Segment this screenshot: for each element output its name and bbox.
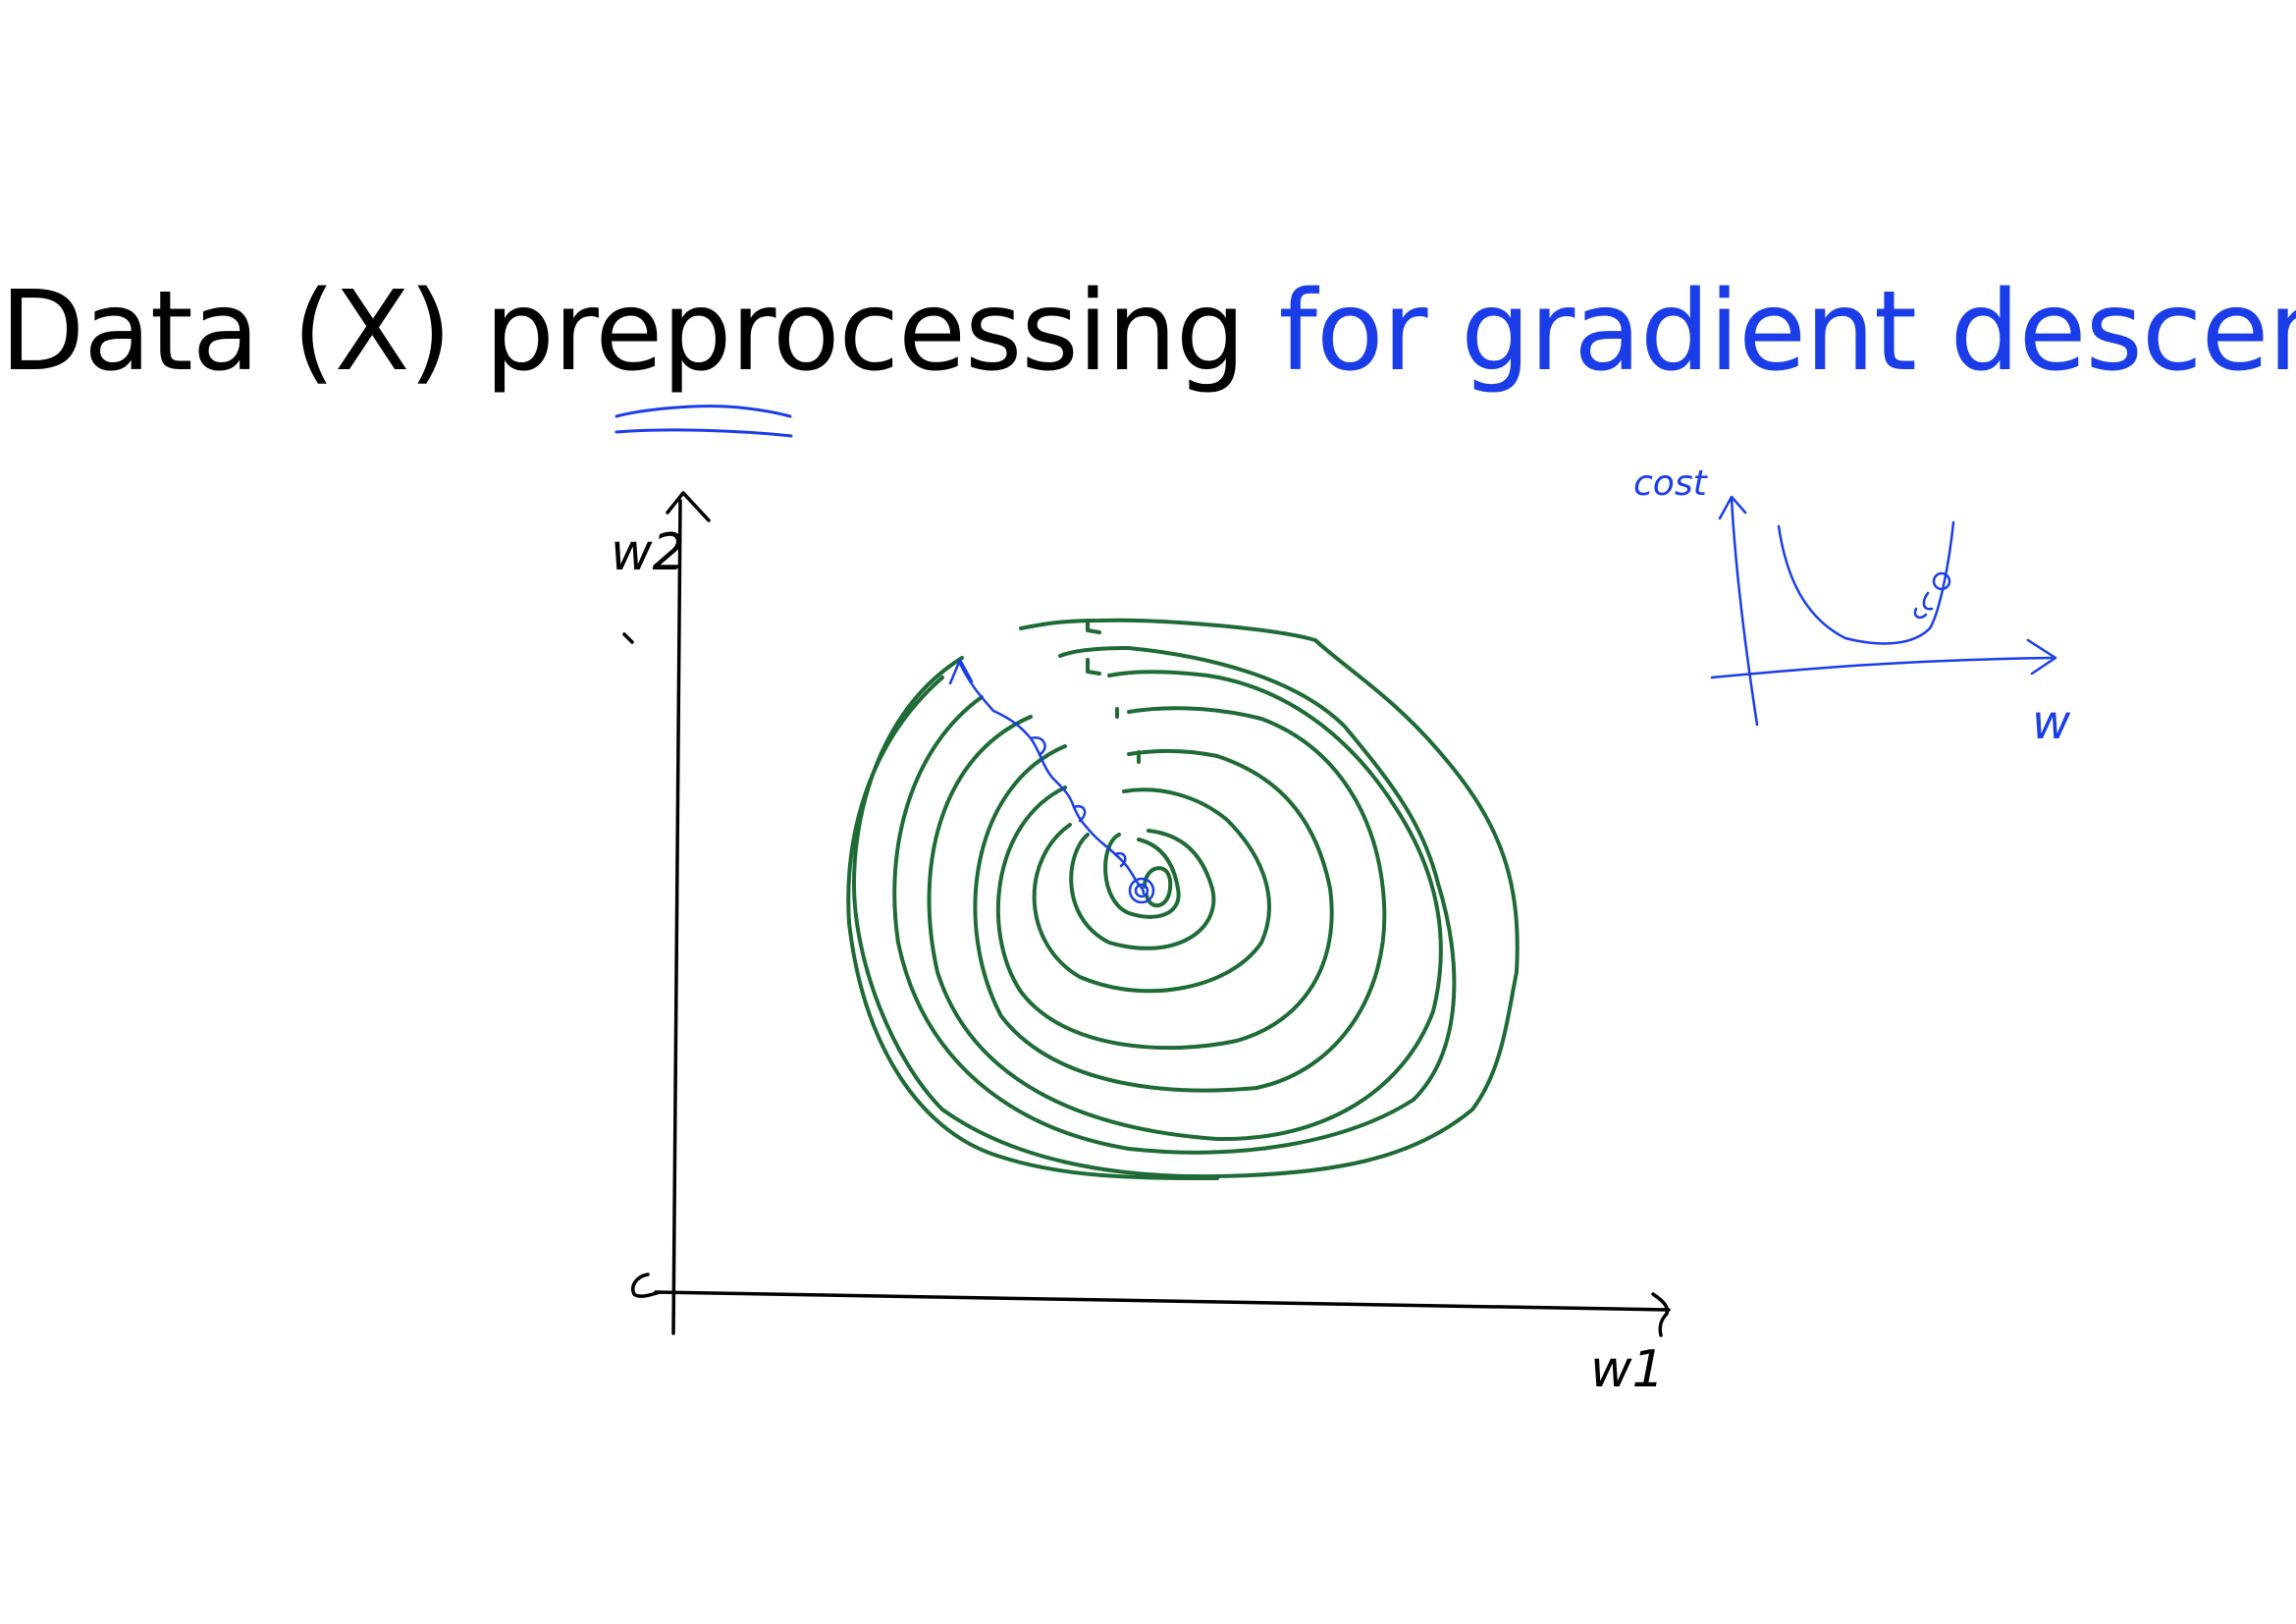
contour-ring-3 (1069, 829, 1216, 950)
stray-mark (622, 632, 634, 644)
inset-x-axis-label: w (2032, 695, 2071, 750)
underline-stroke-1 (614, 405, 792, 418)
inset-y-axis-arrowhead (1718, 495, 1747, 520)
origin-mark (631, 1272, 662, 1298)
title-sub-text: for gradient descent (1278, 268, 2296, 396)
title-main-text: Data (X) preprocessing (0, 268, 1246, 396)
contour-tick-1 (1086, 619, 1101, 634)
contour-ring-7 (927, 670, 1443, 1142)
inset-y-axis-label: cost (1633, 463, 1709, 504)
inset-point (1932, 571, 1951, 591)
y-axis-arrowhead (666, 491, 711, 522)
y-axis-label: w2 (611, 523, 685, 582)
descent-path (948, 658, 1155, 904)
descent-wiggle-3 (1113, 851, 1127, 868)
y-axis-line (671, 499, 682, 1335)
x-axis-line (654, 1290, 1671, 1312)
contour-ring-8 (892, 646, 1457, 1155)
inset-cost-diagram (1710, 495, 2057, 727)
inset-cost-curve (1777, 520, 1955, 645)
x-axis-arrowhead (1651, 1292, 1670, 1337)
descent-wiggle-2 (1072, 804, 1087, 823)
inset-x-axis-line (1710, 656, 2054, 679)
contour-ring-6 (973, 706, 1387, 1093)
contour-ring-1 (1143, 866, 1173, 908)
slide-title: Data (X) preprocessing for gradient desc… (0, 263, 2296, 401)
contour-ring-4 (1032, 787, 1271, 994)
inset-point-marks (1913, 591, 1934, 620)
underline-stroke-2 (614, 428, 793, 438)
minimum-point (1128, 877, 1155, 904)
contour-ring-9 (852, 618, 1520, 1179)
main-axes (622, 491, 1671, 1337)
title-underline (614, 405, 793, 438)
descent-path-arrowhead (948, 658, 974, 685)
contour-tick-2 (1086, 658, 1101, 676)
minimum-point-inner (1134, 883, 1149, 898)
inset-x-axis-arrowhead (2026, 638, 2057, 676)
contour-ring-10 (846, 676, 1219, 1180)
x-axis-label: w1 (1590, 1340, 1665, 1399)
descent-path-line (958, 662, 1146, 895)
inset-y-axis-line (1730, 497, 1759, 727)
contour-ring-5 (995, 748, 1334, 1051)
descent-wiggle-1 (1029, 735, 1046, 756)
contour-lines (846, 618, 1520, 1180)
contour-ring-2 (1103, 833, 1181, 919)
